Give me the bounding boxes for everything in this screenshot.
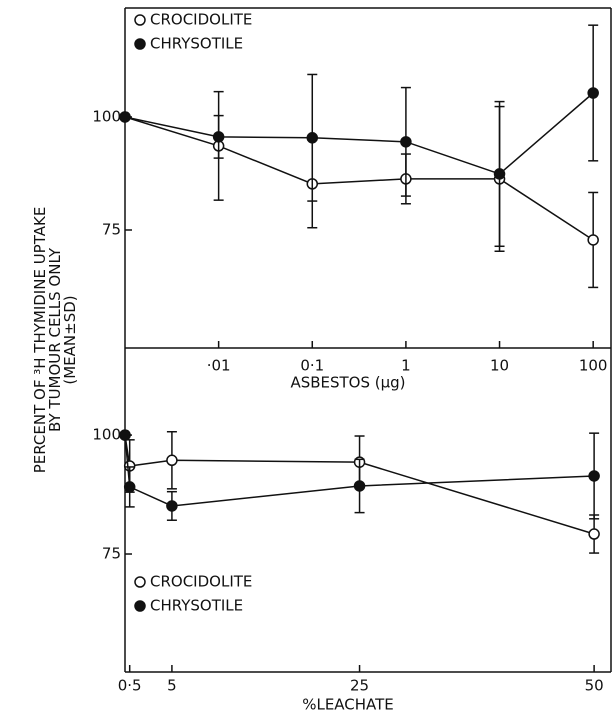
y-tick-label: 75 [102, 545, 121, 563]
y-axis-label-line: (MEAN±SD) [61, 295, 79, 384]
y-axis-label: PERCENT OF ³H THYMIDINE UPTAKEBY TUMOUR … [31, 207, 79, 474]
data-point [588, 528, 600, 540]
y-tick-label: 75 [102, 220, 121, 238]
legend-label: CROCIDOLITE [150, 573, 252, 591]
x-tick-label: 0·5 [118, 677, 142, 695]
data-point [587, 87, 599, 99]
data-point [119, 429, 131, 441]
series-line [124, 92, 594, 175]
data-point [587, 234, 599, 246]
data-point [119, 111, 131, 123]
x-tick-label: 100 [579, 357, 608, 375]
data-point [493, 168, 506, 180]
x-tick-label: 0·1 [300, 357, 324, 375]
legend-label: CHRYSOTILE [150, 35, 243, 53]
data-point [306, 132, 319, 144]
data-point [588, 470, 600, 482]
data-point [123, 481, 136, 493]
y-tick-label: 100 [92, 107, 121, 125]
data-point [166, 500, 178, 512]
legend-marker [134, 38, 146, 50]
x-axis-label: %LEACHATE [302, 696, 394, 714]
y-tick-label: 100 [92, 426, 121, 444]
data-point [212, 131, 225, 143]
x-tick-label: 50 [585, 677, 604, 695]
x-tick-label: 1 [401, 357, 411, 375]
x-tick-label: 5 [167, 677, 177, 695]
legend-marker [134, 14, 146, 26]
legend-marker [134, 576, 146, 588]
y-axis-label-line: PERCENT OF ³H THYMIDINE UPTAKE [31, 207, 49, 474]
data-point [166, 454, 178, 467]
series-line [124, 116, 594, 241]
legend-marker [134, 600, 146, 612]
x-tick-label: 10 [490, 357, 509, 375]
data-point [353, 480, 366, 492]
data-point [400, 136, 412, 148]
x-tick-label: 25 [350, 677, 369, 695]
legend-label: CHRYSOTILE [150, 597, 243, 615]
legend-label: CROCIDOLITE [150, 11, 252, 29]
y-axis-label-line: BY TUMOUR CELLS ONLY [46, 247, 64, 432]
x-tick-label: ·01 [207, 357, 231, 375]
x-axis-label: ASBESTOS (μg) [290, 374, 405, 392]
